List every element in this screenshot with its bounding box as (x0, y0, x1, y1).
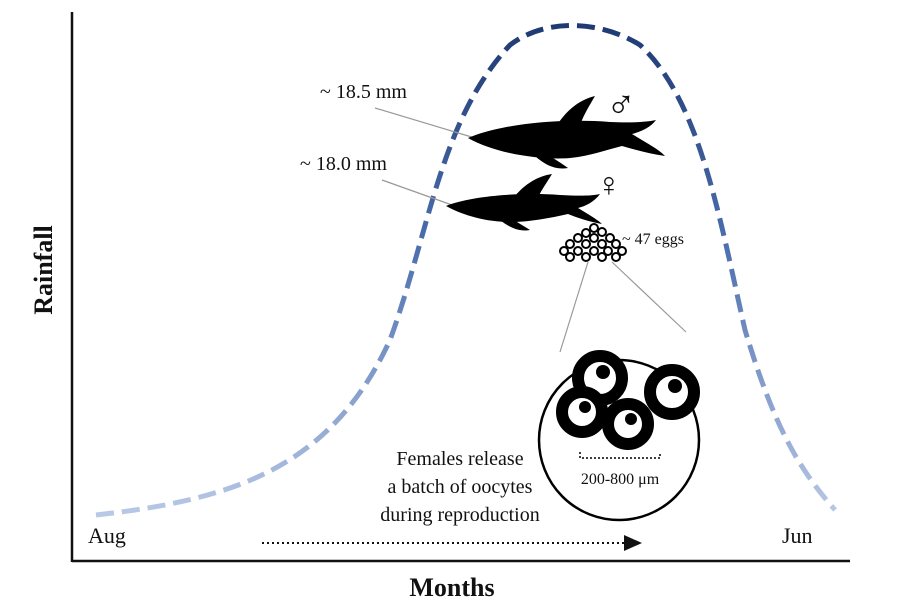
male-leader-line (374, 107, 476, 139)
x-axis-label: Months (409, 573, 494, 602)
zoom-line-left (559, 261, 589, 353)
female-symbol: ♀ (596, 167, 622, 204)
male-size-label: ~ 18.5 mm (320, 81, 407, 103)
rainfall-curve (95, 23, 837, 518)
y-axis-label: Rainfall (29, 225, 58, 315)
month-end-label: Jun (782, 523, 813, 548)
female-leader-line (381, 179, 453, 206)
egg-count-label: ~ 47 eggs (622, 231, 684, 248)
female-size-label: ~ 18.0 mm (300, 153, 387, 175)
egg-cluster-icon (559, 223, 627, 262)
note-line-3: during reproduction (380, 504, 539, 526)
note-line-2: a batch of oocytes (388, 476, 533, 498)
male-fish-icon (468, 96, 665, 169)
egg-magnified-view: 200-800 μm (537, 350, 701, 522)
female-fish-icon (446, 174, 602, 231)
male-symbol: ♂ (606, 82, 636, 127)
zoom-line-right (611, 261, 687, 333)
note-line-1: Females release (396, 448, 523, 470)
month-start-label: Aug (88, 523, 126, 548)
size-bracket (579, 452, 661, 459)
egg-size-label: 200-800 μm (581, 471, 660, 488)
